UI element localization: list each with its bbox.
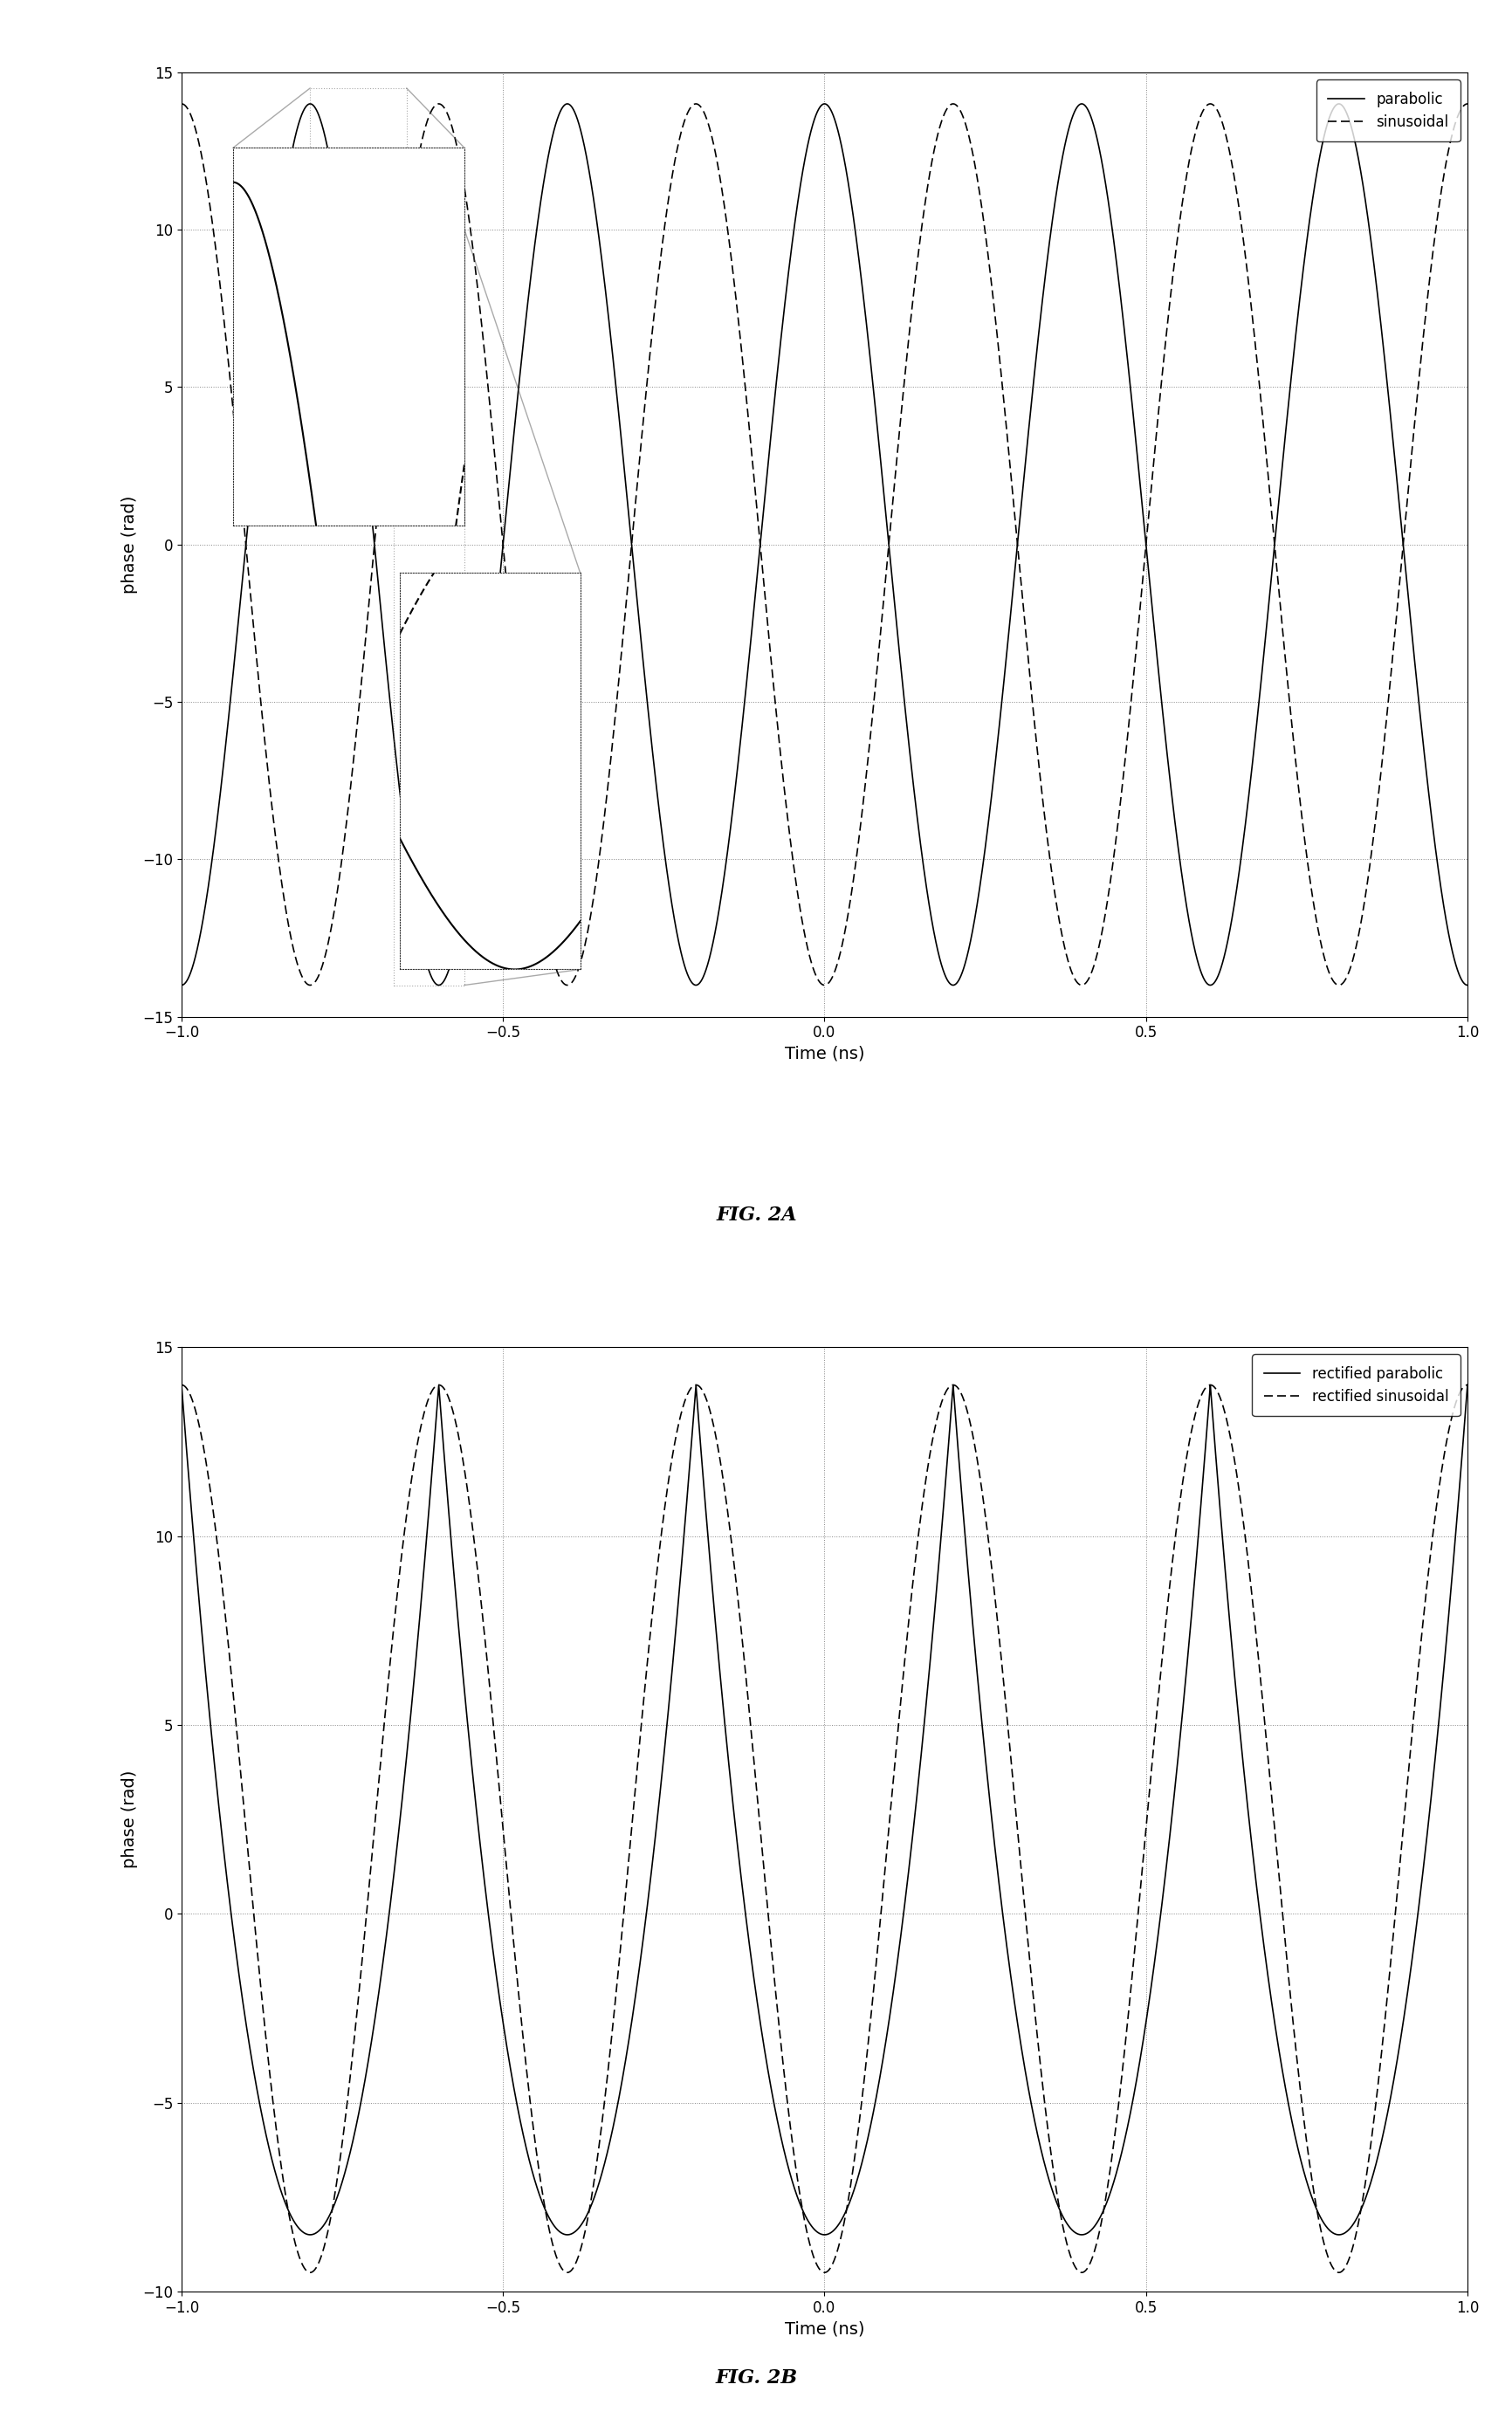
X-axis label: Time (ns): Time (ns) (785, 1047, 863, 1061)
rectified sinusoidal (1390, 1855, 1408, 1884)
rectified sinusoidal (249, 1949, 268, 1978)
rectified parabolic (178, 1445, 197, 1474)
X-axis label: Time (ns): Time (ns) (785, 2320, 863, 2337)
rectified parabolic (249, 2084, 268, 2113)
rectified sinusoidal (301, 2258, 319, 2287)
Line: rectified parabolic: rectified parabolic (181, 1384, 1467, 2236)
sinusoidal (1390, 569, 1408, 598)
parabolic (1390, 492, 1408, 521)
rectified parabolic (172, 1370, 191, 1399)
Bar (393, 229, 464, 984)
parabolic (1329, 89, 1347, 118)
Line: rectified sinusoidal: rectified sinusoidal (181, 1384, 1467, 2272)
parabolic (225, 642, 243, 671)
sinusoidal (1458, 89, 1476, 118)
Legend: parabolic, sinusoidal: parabolic, sinusoidal (1315, 80, 1459, 142)
rectified parabolic (1458, 1370, 1476, 1399)
Line: parabolic: parabolic (181, 104, 1467, 984)
parabolic (249, 403, 268, 432)
parabolic (801, 121, 820, 150)
sinusoidal (801, 946, 820, 974)
Legend: rectified parabolic, rectified sinusoidal: rectified parabolic, rectified sinusoida… (1252, 1356, 1459, 1416)
Y-axis label: phase (rad): phase (rad) (121, 494, 138, 593)
parabolic (172, 970, 191, 999)
Bar (310, 89, 407, 260)
Line: sinusoidal: sinusoidal (181, 104, 1467, 984)
rectified parabolic (801, 2209, 820, 2238)
Text: FIG. 2B: FIG. 2B (715, 2369, 797, 2388)
rectified sinusoidal (172, 1370, 191, 1399)
sinusoidal (249, 663, 268, 692)
sinusoidal (301, 970, 319, 999)
rectified sinusoidal (425, 1375, 443, 1404)
rectified sinusoidal (801, 2231, 820, 2260)
rectified sinusoidal (1458, 1370, 1476, 1399)
parabolic (1458, 970, 1476, 999)
parabolic (178, 965, 197, 994)
sinusoidal (425, 92, 443, 121)
Text: FIG. 2A: FIG. 2A (715, 1206, 797, 1225)
sinusoidal (178, 94, 197, 123)
rectified parabolic (425, 1435, 443, 1464)
rectified sinusoidal (178, 1375, 197, 1404)
sinusoidal (225, 412, 243, 441)
parabolic (425, 967, 443, 996)
rectified parabolic (1390, 2031, 1408, 2060)
sinusoidal (172, 89, 191, 118)
rectified parabolic (301, 2221, 319, 2250)
Y-axis label: phase (rad): phase (rad) (121, 1770, 138, 1869)
rectified parabolic (225, 1930, 243, 1959)
rectified sinusoidal (225, 1696, 243, 1725)
